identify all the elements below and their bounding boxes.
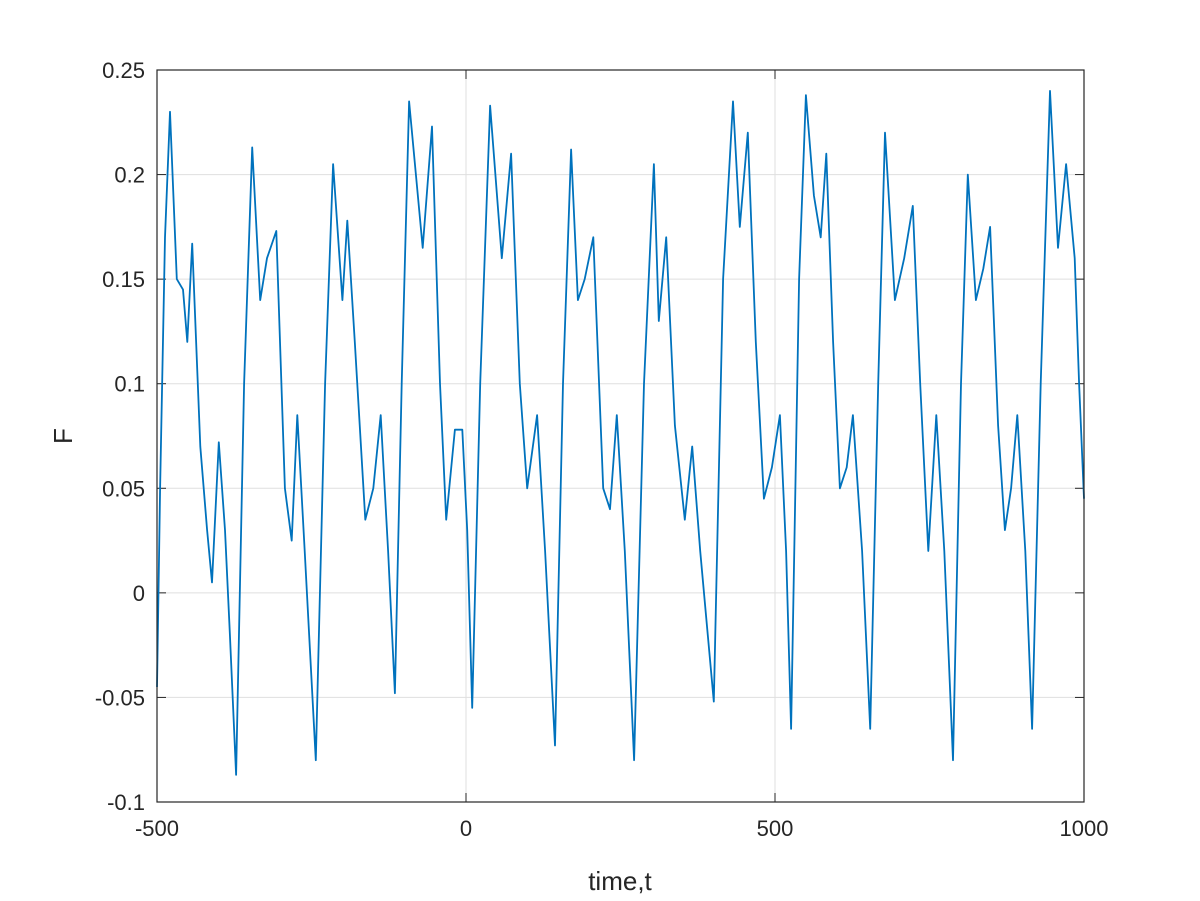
y-tick-label: 0.25 <box>102 58 145 83</box>
y-tick-label: 0 <box>133 581 145 606</box>
y-tick-label: -0.1 <box>107 790 145 815</box>
x-tick-label: 0 <box>460 816 472 841</box>
x-axis-label: time,t <box>588 866 652 896</box>
x-tick-label: 1000 <box>1060 816 1109 841</box>
y-tick-label: 0.1 <box>114 372 145 397</box>
y-tick-label: 0.05 <box>102 476 145 501</box>
x-tick-label: 500 <box>757 816 794 841</box>
y-tick-label: 0.2 <box>114 163 145 188</box>
axes-box <box>156 69 1085 803</box>
y-axis-label: F <box>48 428 78 444</box>
y-tick-label: -0.05 <box>95 685 145 710</box>
x-tick-label: -500 <box>135 816 179 841</box>
y-tick-label: 0.15 <box>102 267 145 292</box>
data-line <box>156 90 1085 776</box>
